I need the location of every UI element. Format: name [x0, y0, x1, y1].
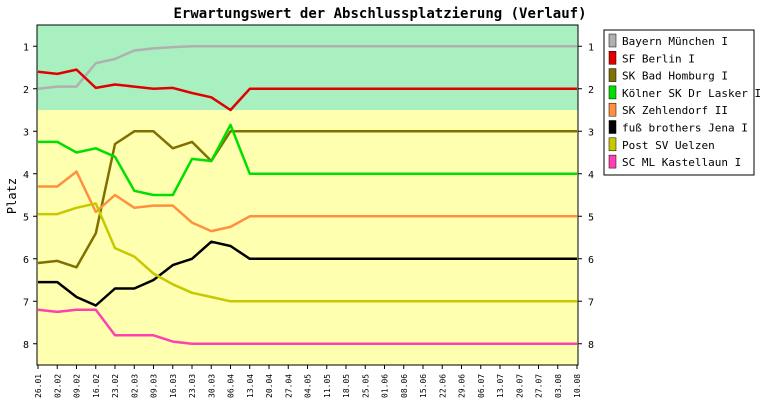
y-tick-label-right-7: 7 — [588, 297, 594, 308]
background-band-0 — [37, 25, 578, 110]
legend-swatch-6 — [608, 137, 617, 152]
y-tick-label-right-3: 3 — [588, 127, 594, 138]
x-tick-label-25: 20.07 — [515, 374, 524, 398]
legend-swatch-7 — [608, 154, 617, 169]
x-tick-label-4: 23.02 — [111, 374, 120, 398]
x-tick-label-18: 01.06 — [381, 374, 390, 398]
x-tick-label-9: 30.03 — [207, 374, 216, 398]
series-line-2 — [37, 130, 577, 269]
series-line-6 — [38, 202, 577, 303]
series-line-1 — [37, 68, 577, 112]
x-tick-label-21: 22.06 — [438, 374, 447, 398]
y-tick-label-right-5: 5 — [588, 212, 594, 223]
y-tick-label-right-1: 1 — [588, 42, 594, 53]
x-tick-label-22: 29.06 — [458, 374, 467, 398]
y-tick-label-left-8: 8 — [23, 340, 29, 351]
y-tick-label-left-6: 6 — [23, 255, 29, 266]
y-tick-label-right-2: 2 — [588, 85, 594, 96]
y-axis-label: Platz — [5, 178, 19, 214]
x-tick-label-17: 25.05 — [361, 374, 370, 398]
y-tick-label-right-4: 4 — [588, 170, 594, 181]
legend-swatch-0 — [608, 33, 617, 48]
legend-label-7: SC ML Kastellaun I — [622, 156, 741, 169]
y-tick-label-right-8: 8 — [588, 340, 594, 351]
legend-label-5: fuß brothers Jena I — [622, 122, 748, 135]
legend-label-0: Bayern München I — [622, 35, 728, 48]
x-tick-label-14: 04.05 — [304, 374, 313, 398]
x-tick-label-27: 03.08 — [554, 374, 563, 398]
x-tick-label-13: 27.04 — [284, 374, 293, 398]
x-tick-label-16: 18.05 — [342, 374, 351, 398]
y-tick-label-right-6: 6 — [588, 255, 594, 266]
x-tick-label-11: 13.04 — [246, 374, 255, 398]
x-tick-label-2: 09.02 — [73, 374, 82, 398]
x-tick-label-23: 06.07 — [477, 374, 486, 398]
series-line-3 — [38, 123, 577, 197]
x-tick-label-24: 13.07 — [496, 374, 505, 398]
x-tick-label-6: 09.03 — [150, 374, 159, 398]
x-tick-label-7: 16.03 — [169, 374, 178, 398]
legend-swatch-5 — [608, 120, 617, 134]
x-tick-label-26: 27.07 — [535, 374, 544, 398]
legend-label-2: SK Bad Homburg I — [622, 70, 728, 83]
series-line-4 — [38, 170, 577, 233]
x-tick-label-28: 10.08 — [573, 374, 582, 398]
series-line-0 — [37, 45, 577, 91]
x-tick-label-1: 02.02 — [53, 374, 62, 398]
x-tick-label-3: 16.02 — [92, 374, 101, 398]
x-tick-label-5: 02.03 — [130, 374, 139, 398]
x-tick-label-20: 15.06 — [419, 374, 428, 398]
y-tick-label-left-2: 2 — [23, 85, 29, 96]
background-band-1 — [37, 110, 578, 365]
legend-label-1: SF Berlin I — [622, 52, 695, 65]
legend-swatch-2 — [608, 68, 617, 82]
legend-label-6: Post SV Uelzen — [622, 139, 715, 152]
y-tick-label-left-1: 1 — [23, 42, 29, 53]
legend-swatch-1 — [608, 51, 617, 65]
y-tick-label-left-3: 3 — [23, 127, 29, 138]
x-tick-label-19: 08.06 — [400, 374, 409, 398]
chart-title: Erwartungswert der Abschlussplatzierung … — [173, 6, 586, 22]
legend-label-4: SK Zehlendorf II — [622, 104, 728, 117]
series-line-5 — [38, 240, 577, 307]
y-tick-label-left-4: 4 — [23, 170, 29, 181]
legend-label-3: Kölner SK Dr Lasker I — [622, 87, 760, 100]
legend-swatch-3 — [608, 85, 617, 100]
y-tick-label-left-5: 5 — [23, 212, 29, 223]
x-tick-label-15: 11.05 — [323, 374, 332, 398]
x-tick-label-12: 20.04 — [265, 374, 274, 398]
legend-box — [603, 29, 755, 176]
legend-swatch-4 — [608, 102, 617, 117]
y-tick-label-left-7: 7 — [23, 297, 29, 308]
x-tick-label-8: 23.03 — [188, 374, 197, 398]
series-line-7 — [37, 308, 577, 346]
x-tick-label-10: 06.04 — [227, 374, 236, 398]
x-tick-label-0: 26.01 — [34, 374, 43, 398]
